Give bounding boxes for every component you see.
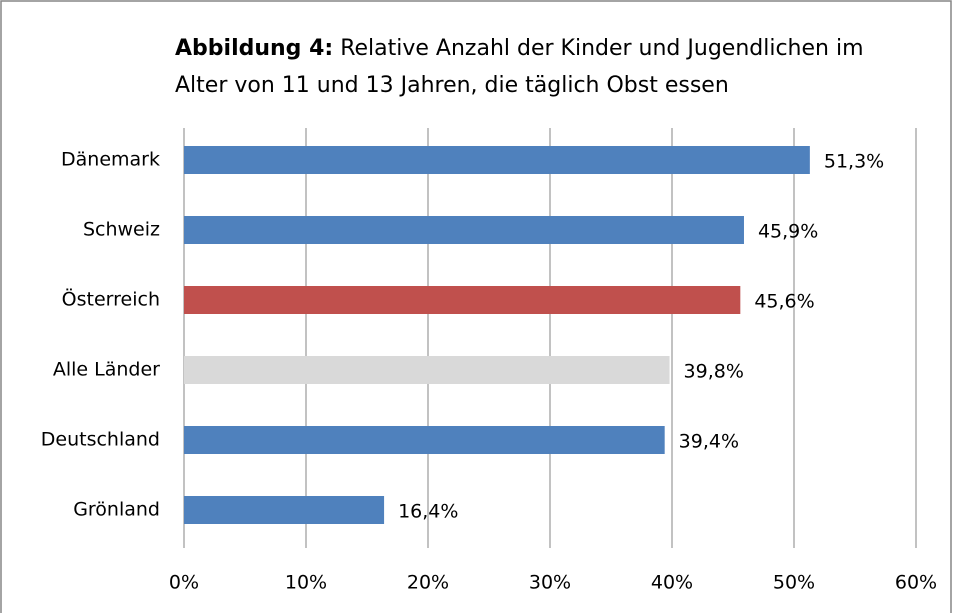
y-tick-label: Dänemark (61, 149, 160, 171)
x-tick-label: 40% (651, 572, 693, 594)
bar (184, 426, 665, 454)
data-label: 45,6% (754, 291, 814, 313)
x-tick-label: 0% (169, 572, 199, 594)
data-label: 39,8% (684, 361, 744, 383)
x-tick-label: 30% (529, 572, 571, 594)
title-label: Abbildung 4: (175, 36, 334, 61)
y-tick-label: Alle Länder (53, 359, 160, 381)
title-text: Relative Anzahl der Kinder und Jugendlic… (175, 36, 864, 98)
chart-title: Abbildung 4: Relative Anzahl der Kinder … (175, 30, 920, 104)
y-tick-label: Deutschland (41, 429, 160, 451)
data-label: 39,4% (679, 431, 739, 453)
bar (184, 216, 744, 244)
y-tick-label: Österreich (62, 288, 160, 311)
y-tick-label: Grönland (73, 499, 160, 521)
bar (184, 146, 810, 174)
data-label: 45,9% (758, 221, 818, 243)
x-tick-label: 50% (773, 572, 815, 594)
x-tick-label: 20% (407, 572, 449, 594)
bar (184, 356, 670, 384)
data-label: 16,4% (398, 501, 458, 523)
bar (184, 286, 741, 314)
x-tick-label: 10% (285, 572, 327, 594)
data-label: 51,3% (824, 151, 884, 173)
y-tick-label: Schweiz (83, 219, 160, 241)
x-tick-label: 60% (895, 572, 937, 594)
bar (184, 496, 385, 524)
